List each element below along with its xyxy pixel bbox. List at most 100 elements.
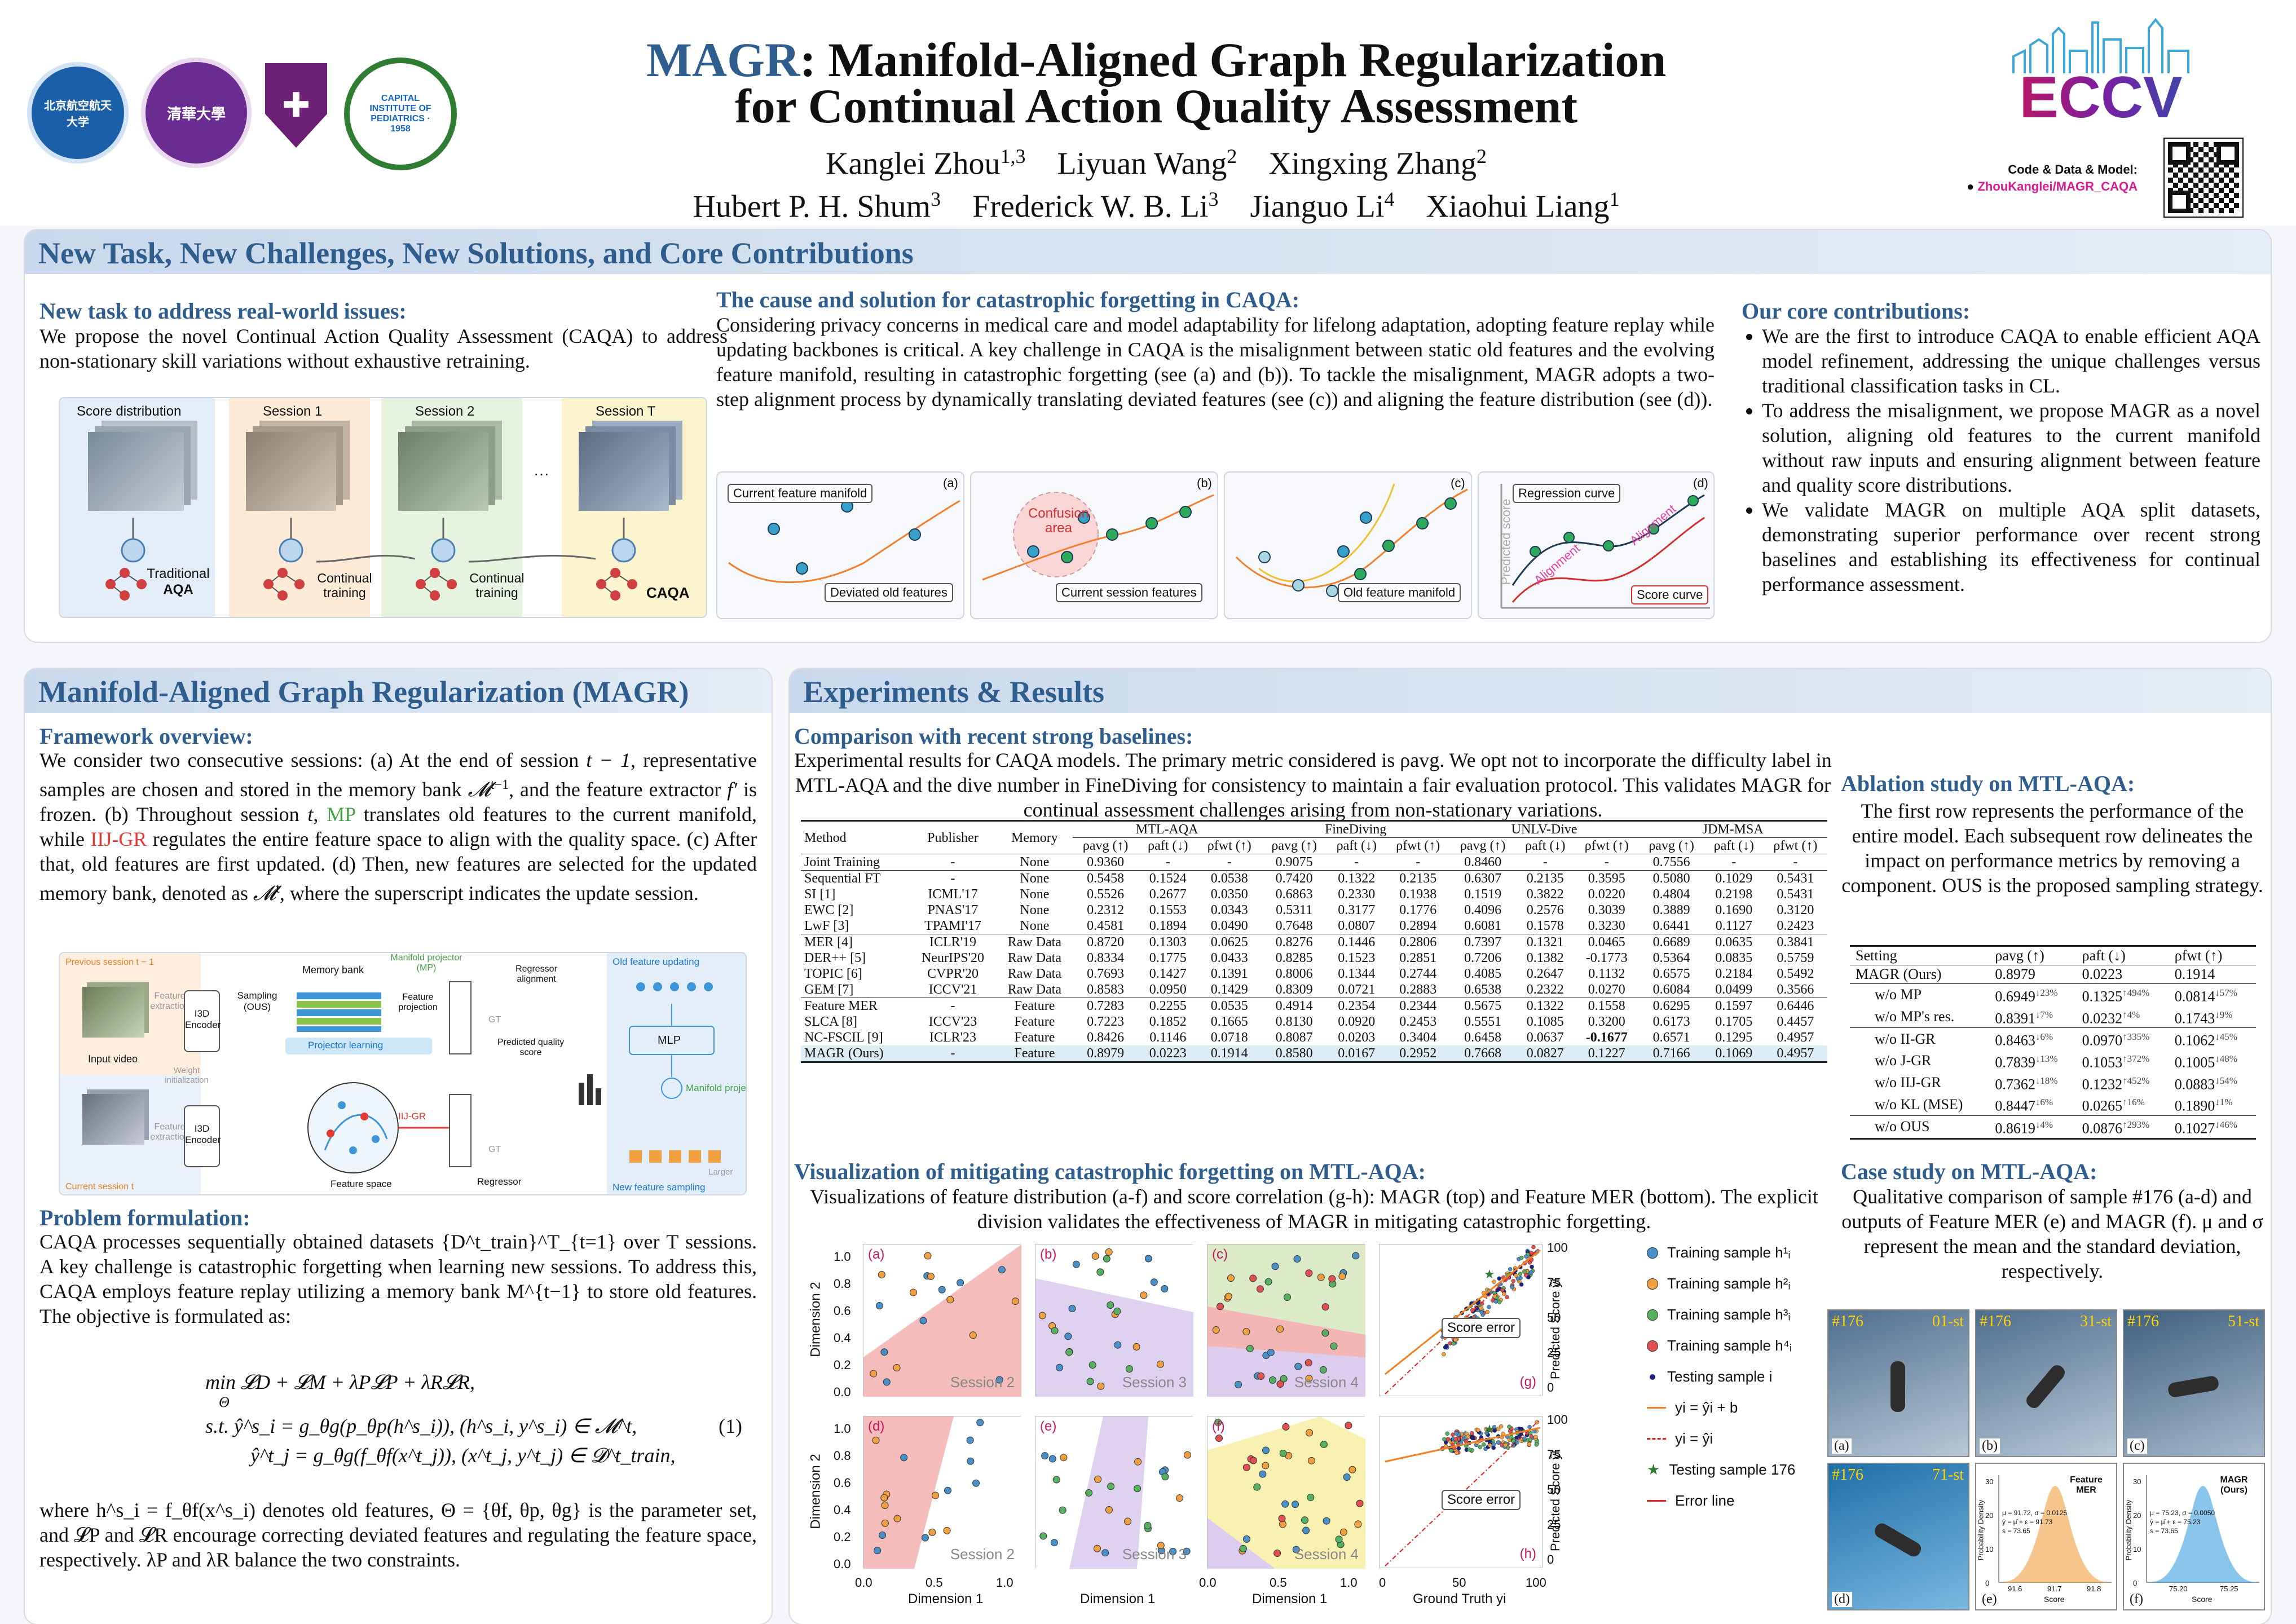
task-figure: Score distribution Session 1 Session 2 S… (59, 397, 707, 618)
table-cell: 0.0232↑4% (2082, 1009, 2140, 1027)
axis-label: Dimension 1 (908, 1591, 984, 1607)
table-cell: SLCA [8] (804, 1014, 858, 1029)
scatter-point (1262, 1462, 1270, 1469)
scatter-point (932, 1491, 940, 1499)
table-cell: 0.3889 (1652, 903, 1690, 917)
scatter-point (1493, 1299, 1499, 1304)
author-name: Kanglei Zhou (826, 146, 1001, 182)
table-cell: 0.1005↓48% (2174, 1053, 2237, 1071)
scatter-point (1479, 1306, 1483, 1310)
visualization-caption: Visualizations of feature distribution (… (810, 1185, 1818, 1233)
scatter-point (1094, 1475, 1102, 1483)
scatter-point (1508, 1267, 1513, 1272)
contribution-item: We validate MAGR on multiple AQA split d… (1762, 497, 2260, 597)
case-caption: Qualitative comparison of sample #176 (a… (1841, 1185, 2263, 1282)
column-header: Memory (996, 820, 1073, 854)
contribution-item: We are the first to introduce CAQA to en… (1762, 324, 2260, 398)
table-cell: ICLR'23 (929, 1030, 976, 1045)
table-cell: - (1197, 854, 1262, 871)
scatter-point (1097, 1382, 1105, 1390)
table-cell: 0.2423 (1777, 919, 1814, 933)
scatter-point (1510, 1285, 1514, 1290)
feature-scatter-plot: (f) Session 4 (1207, 1416, 1365, 1569)
svg-text:★: ★ (1484, 1422, 1495, 1436)
table-cell: 0.1775 (1149, 951, 1187, 965)
table-cell: - (909, 870, 997, 886)
table-cell: 0.8087 (1275, 1030, 1313, 1045)
table-cell: 0.6571 (1652, 1030, 1690, 1045)
tick-label: 0.0 (855, 1576, 872, 1590)
table-cell: 0.2647 (1526, 967, 1564, 981)
scatter-point (1107, 1482, 1115, 1490)
table-row: Joint Training - None 0.9360- -0.9075- -0.846… (801, 854, 1827, 871)
table-cell: 0.7839↓13% (1995, 1053, 2058, 1071)
table-cell: 0.4804 (1652, 887, 1690, 902)
table-cell: 0.4914 (1261, 998, 1327, 1014)
scatter-point (1224, 1292, 1232, 1300)
metric-header: ρfwt (↑) (1396, 839, 1440, 853)
ablation-caption: The first row represents the performance… (1841, 800, 2263, 897)
table-cell: 0.0835 (1715, 951, 1753, 965)
table-cell: 0.0625 (1197, 934, 1262, 950)
feature-scatter-plot: (e) Session 3 (1035, 1416, 1193, 1569)
table-cell: 0.2806 (1386, 934, 1450, 950)
scatter-point (1279, 1449, 1287, 1457)
table-cell: None (1020, 887, 1050, 902)
table-cell: DER++ [5] (804, 951, 866, 965)
table-cell: w/o OUS (1850, 1115, 1990, 1140)
table-cell: 0.0950 (1149, 982, 1187, 997)
tick-label: 1.0 (996, 1576, 1013, 1590)
scatter-point (1492, 1428, 1497, 1433)
table-cell: 0.0637 (1526, 1030, 1564, 1045)
tick-label: 0.0 (834, 1557, 851, 1571)
legend-item: Training sample h⁴ᵢ (1647, 1337, 1792, 1354)
table-cell: 0.1914 (2174, 966, 2215, 982)
metric-header: ρfwt (↑) (1207, 839, 1251, 853)
table-cell: 0.8285 (1275, 951, 1313, 965)
tick-label: 0.4 (834, 1331, 851, 1345)
table-cell: ICCV'23 (928, 1014, 977, 1029)
scatter-point (919, 1317, 927, 1325)
scatter-point (1284, 1293, 1292, 1301)
table-cell: 0.8447↓6% (1995, 1097, 2053, 1114)
table-cell: 0.4457 (1777, 1014, 1814, 1029)
table-cell: 0.4085 (1464, 967, 1502, 981)
table-cell: MER [4] (801, 934, 910, 950)
table-cell: 0.2354 (1327, 998, 1386, 1014)
metric-header: ρavg (↑) (1460, 839, 1506, 853)
scatter-point (1338, 1272, 1346, 1280)
ablation-row: w/o II-GR 0.8463↓6% 0.0970↑335% 0.1062↓45% (1850, 1027, 2256, 1050)
table-cell: TOPIC [6] (804, 967, 862, 981)
scatter-point (1264, 1278, 1272, 1286)
legend-item: Error line (1647, 1492, 1734, 1510)
scatter-point (1476, 1428, 1480, 1432)
scatter-point (1157, 1542, 1165, 1550)
table-cell: GEM [7] (804, 982, 854, 997)
code-link[interactable]: ● ZhouKanglei/MAGR_CAQA (1967, 179, 2138, 193)
scatter-point (1011, 1298, 1019, 1305)
table-cell: 0.2330 (1338, 887, 1376, 902)
table-cell: 0.7693 (1087, 967, 1125, 981)
table-cell: 0.1295 (1715, 1030, 1753, 1045)
scatter-point (1292, 1546, 1300, 1554)
table-cell: 0.6307 (1449, 870, 1516, 886)
table-row: SLCA [8] ICCV'23 Feature 0.7223 0.1852 0.1665… (801, 1014, 1827, 1030)
scatter-point (1123, 1517, 1131, 1525)
table-cell: 0.6575 (1652, 967, 1690, 981)
tick-label: 0.0 (1199, 1576, 1217, 1590)
table-cell: 0.7556 (1638, 854, 1704, 871)
scatter-point (878, 1270, 885, 1278)
scatter-point (1509, 1435, 1513, 1440)
scatter-point (1445, 1431, 1449, 1436)
task-text: We propose the novel Continual Action Qu… (39, 325, 728, 372)
experiments-header: Experiments & Results (790, 669, 2271, 713)
table-cell: 0.1127 (1715, 919, 1752, 933)
scatter-point (1140, 1291, 1148, 1299)
table-cell: 0.3177 (1338, 903, 1376, 917)
scatter-point (1456, 1446, 1461, 1451)
tick-label: 0.5 (926, 1576, 943, 1590)
author-name: Xiaohui Liang (1426, 189, 1610, 224)
table-cell: 0.1665 (1210, 1014, 1248, 1029)
magr-header: Manifold-Aligned Graph Regularization (M… (25, 669, 772, 713)
table-cell: 0.8334 (1087, 951, 1125, 965)
